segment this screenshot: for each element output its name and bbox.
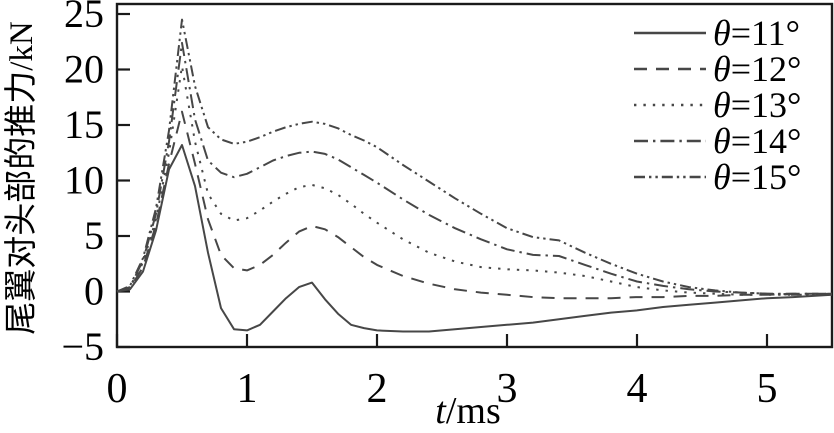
x-tick-label: 5 <box>757 366 778 412</box>
x-axis-title-unit: /ms <box>445 390 501 432</box>
y-tick-label: 15 <box>64 102 104 147</box>
x-axis-title: t/ms <box>368 389 568 433</box>
y-tick-label: 0 <box>84 269 104 314</box>
x-tick-label: 2 <box>367 366 388 412</box>
x-tick-label: 1 <box>237 366 258 412</box>
y-tick-label: 20 <box>64 47 104 92</box>
curve-theta-11 <box>116 144 833 333</box>
legend-label: θ=11° <box>713 13 800 53</box>
curve-theta-14 <box>116 41 832 295</box>
curve-theta-15 <box>116 18 832 296</box>
plot-border <box>115 2 834 349</box>
y-tick-label: 25 <box>64 0 104 36</box>
y-axis-title: 尾翼对头部的推力/kN <box>3 0 41 358</box>
x-tick-label: 4 <box>627 366 648 412</box>
x-axis-title-variable: t <box>435 390 446 432</box>
y-axis-title-text: 尾翼对头部的推力/kN <box>4 21 40 335</box>
legend-label: θ=14° <box>713 121 801 161</box>
y-tick-label: −5 <box>61 324 104 369</box>
x-tick-label: 0 <box>107 366 128 412</box>
legend-label: θ=15° <box>713 157 801 197</box>
curve-theta-12 <box>116 110 832 300</box>
x-tick-label: 3 <box>497 366 518 412</box>
legend: θ=11°θ=12°θ=13°θ=14°θ=15° <box>634 13 801 197</box>
y-tick-label: 5 <box>84 213 104 258</box>
legend-label: θ=13° <box>713 85 801 125</box>
legend-label: θ=12° <box>713 49 801 89</box>
y-tick-label: 10 <box>64 158 104 203</box>
